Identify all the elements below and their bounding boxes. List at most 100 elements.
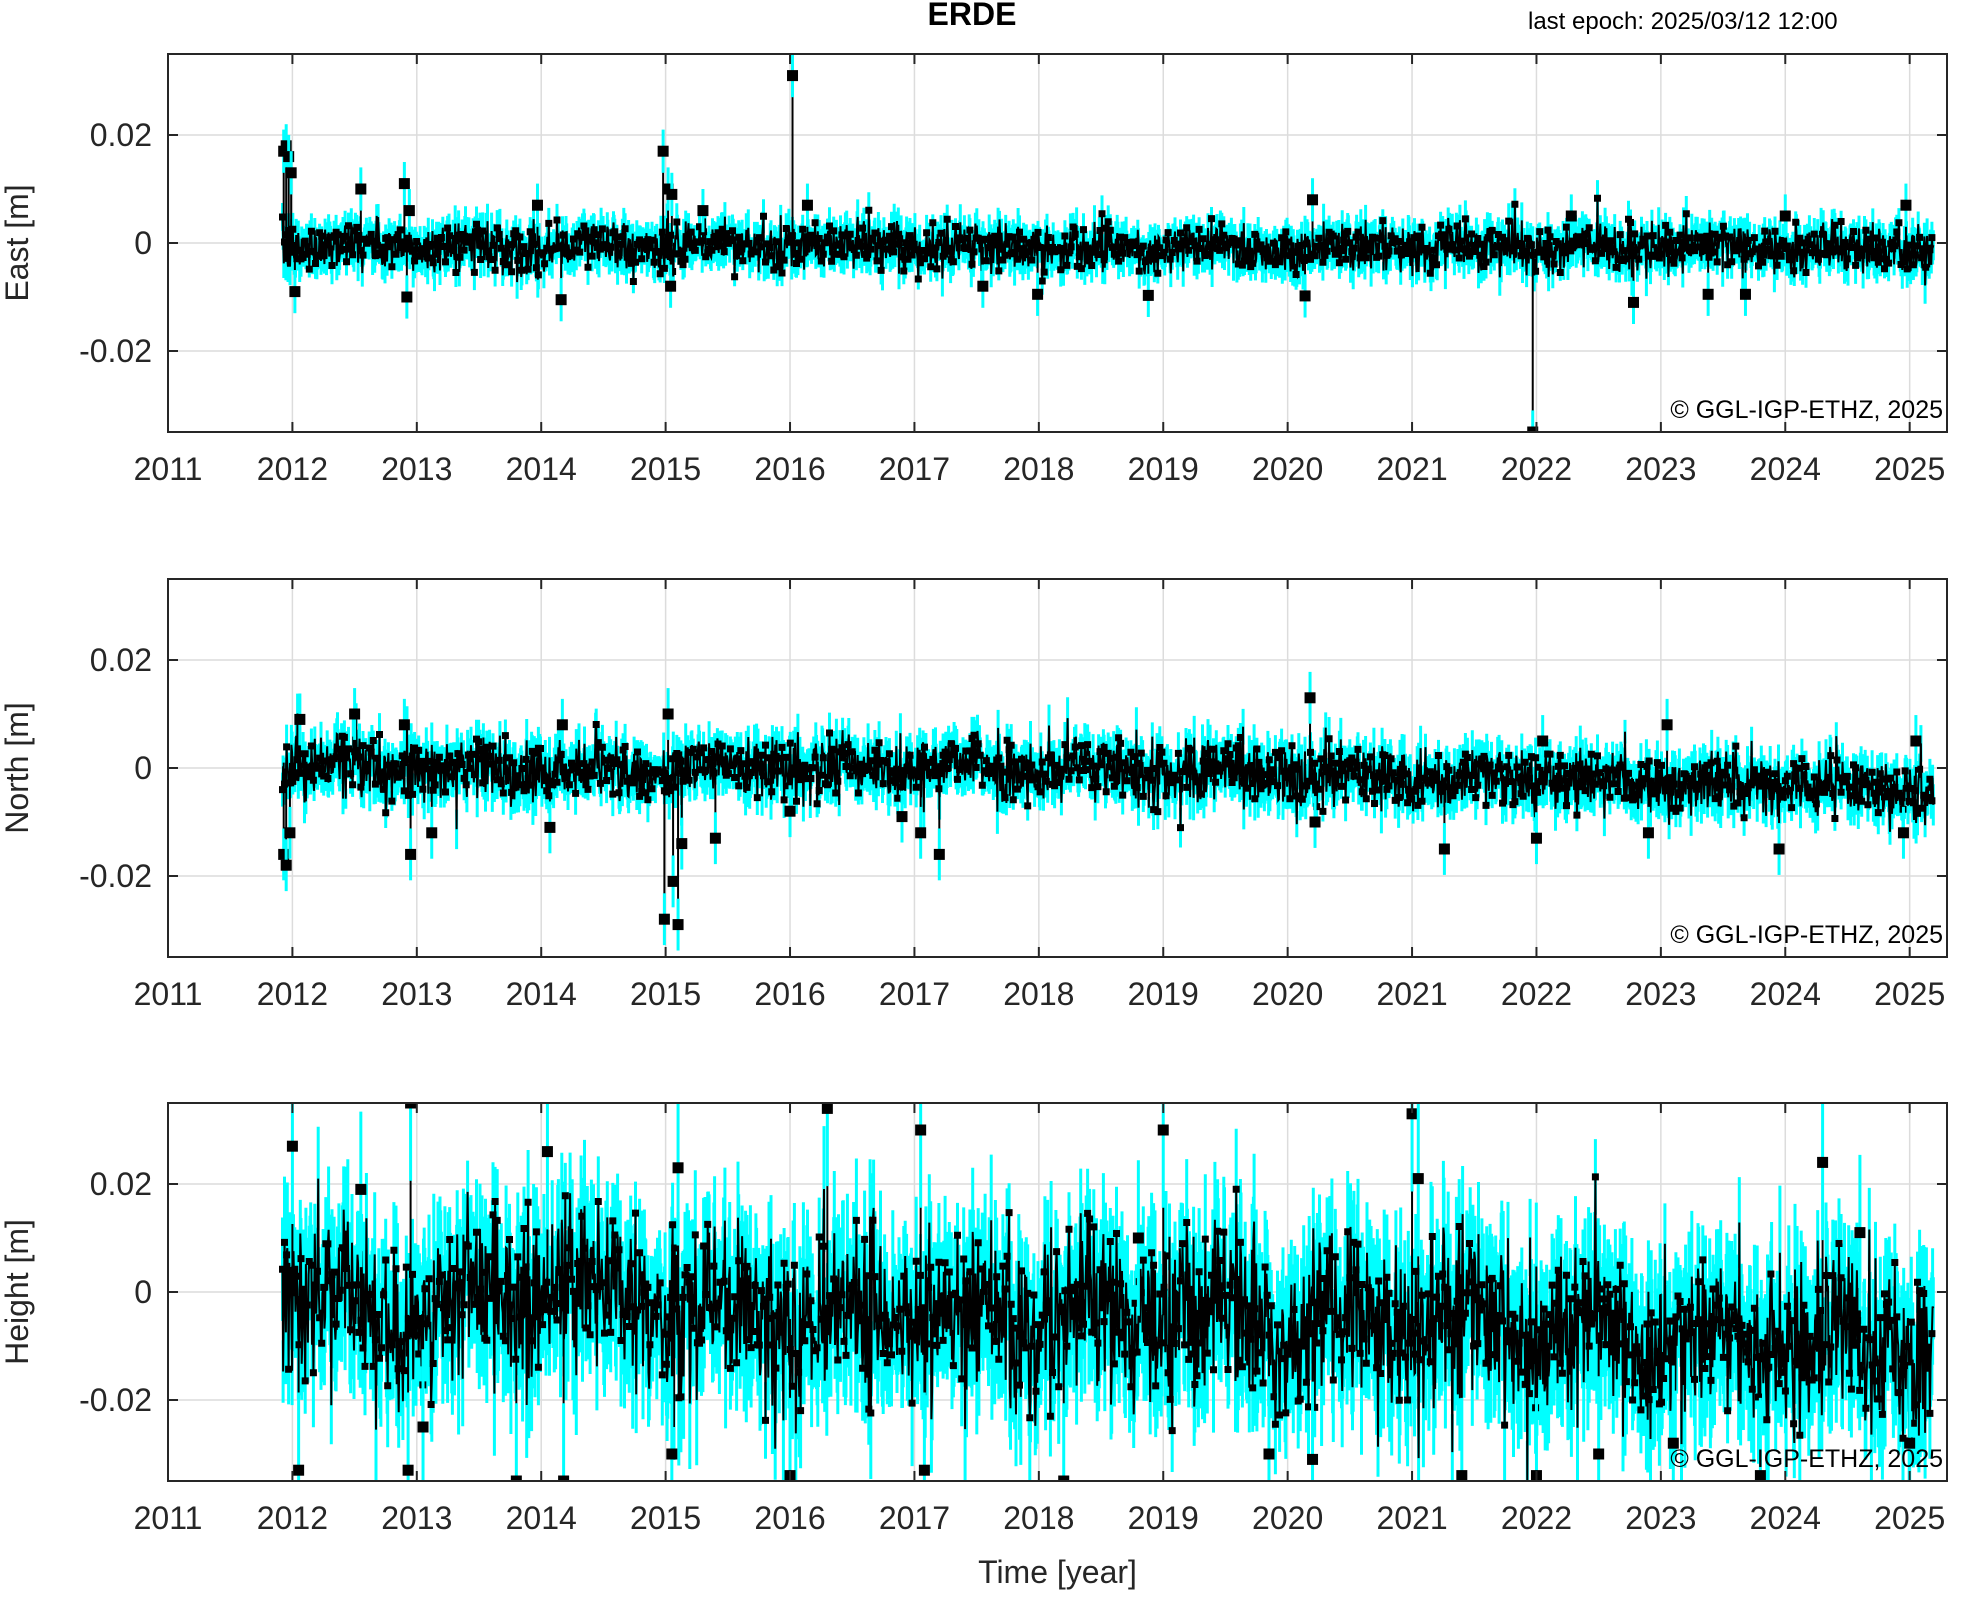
outlier-marker [417,1421,429,1433]
x-tick-label: 2015 [630,451,701,487]
x-tick-label: 2020 [1252,1500,1323,1536]
outlier-marker [665,280,677,292]
outlier-marker [1910,735,1922,747]
panel-north: 2011 2012 2013 2014 2015 2016 2017 2018 2019 2020… [0,578,1948,1012]
copyright-label: © GGL-IGP-ETHZ, 2025 [1670,396,1943,424]
outlier-marker [426,827,438,839]
outlier-marker [286,1140,298,1152]
x-tick-label: 2025 [1874,1500,1945,1536]
x-tick-label: 2020 [1252,451,1323,487]
outlier-marker [1032,288,1044,300]
outlier-marker [658,913,670,925]
outlier-marker [1537,735,1549,747]
outlier-marker [1527,426,1539,432]
x-tick-label: 2021 [1376,976,1447,1012]
last-epoch-label: last epoch: 2025/03/12 12:00 [1528,8,1838,35]
x-tick-label: 2023 [1625,976,1696,1012]
outlier-marker [1530,832,1542,844]
x-tick-label: 2017 [879,451,950,487]
outlier-marker [355,183,367,195]
x-tick-label: 2024 [1750,1500,1821,1536]
outlier-marker [1904,1437,1916,1449]
y-tick-label: 0.02 [90,1166,152,1202]
y-tick-label: -0.02 [79,333,152,369]
outlier-marker [896,811,908,823]
x-tick-label: 2018 [1003,451,1074,487]
x-tick-label: 2021 [1376,451,1447,487]
outlier-marker [1642,827,1654,839]
outlier-marker [398,178,410,190]
x-tick-label: 2017 [879,976,950,1012]
outlier-marker [531,199,543,211]
outlier-marker [1307,1453,1319,1465]
x-tick-label: 2022 [1501,1500,1572,1536]
copyright-label: © GGL-IGP-ETHZ, 2025 [1670,1445,1943,1473]
data-layer [278,54,1936,432]
outlier-marker [285,167,297,179]
outlier-marker [1412,1173,1424,1185]
outlier-marker [784,805,796,817]
outlier-marker [401,291,413,303]
panel-east: 2011 2012 2013 2014 2015 2016 2017 2018 2019 2020… [0,53,1948,487]
outlier-marker [1661,719,1673,731]
x-tick-label: 2012 [257,976,328,1012]
x-tick-label: 2024 [1750,451,1821,487]
outlier-marker [666,1448,678,1460]
y-tick-label: 0 [134,750,152,786]
outlier-marker [1309,816,1321,828]
x-tick-label: 2013 [381,976,452,1012]
outlier-marker [709,832,721,844]
outlier-marker [933,848,945,860]
outlier-marker [402,1464,414,1476]
x-tick-label: 2017 [879,1500,950,1536]
outlier-marker [657,145,669,157]
outlier-marker [541,1146,553,1158]
x-tick-label: 2013 [381,1500,452,1536]
y-tick-label: 0 [134,1274,152,1310]
y-axis-label: Height [m] [0,1219,35,1365]
outlier-marker [544,821,556,833]
outlier-marker [1456,1470,1468,1481]
outlier-marker [278,848,290,860]
outlier-marker [284,827,296,839]
outlier-marker [667,875,679,887]
figure-title: ERDE [927,0,1017,32]
x-tick-label: 2018 [1003,976,1074,1012]
outlier-marker [398,719,410,731]
outlier-marker [666,188,678,200]
outlier-marker [1142,289,1154,301]
outlier-marker [1900,199,1912,211]
x-tick-label: 2012 [257,1500,328,1536]
outlier-marker [1593,1448,1605,1460]
y-tick-label: 0.02 [90,117,152,153]
x-tick-label: 2014 [506,976,577,1012]
x-tick-label: 2016 [754,1500,825,1536]
x-tick-label: 2015 [630,976,701,1012]
outlier-marker [1132,1232,1144,1244]
x-tick-label: 2022 [1501,976,1572,1012]
outlier-marker [349,708,361,720]
outlier-marker [977,280,989,292]
y-tick-label: -0.02 [79,1382,152,1418]
outlier-marker [355,1183,367,1195]
x-tick-label: 2022 [1501,451,1572,487]
x-tick-label: 2025 [1874,976,1945,1012]
outlier-marker [915,827,927,839]
outlier-marker [821,1103,833,1114]
outlier-marker [787,70,799,82]
x-tick-label: 2019 [1128,1500,1199,1536]
solutions-markers [279,194,1936,285]
solutions-line-series [281,1176,1935,1481]
outlier-marker [403,205,415,217]
x-tick-label: 2014 [506,1500,577,1536]
x-tick-label: 2012 [257,451,328,487]
outlier-marker [283,151,295,163]
outlier-marker [697,205,709,217]
outlier-marker [1817,1156,1829,1168]
x-tick-label: 2016 [754,976,825,1012]
y-axis-label: East [m] [0,184,35,301]
outlier-marker [1406,1108,1418,1120]
outlier-marker [1304,692,1316,704]
x-tick-label: 2011 [134,1500,203,1536]
